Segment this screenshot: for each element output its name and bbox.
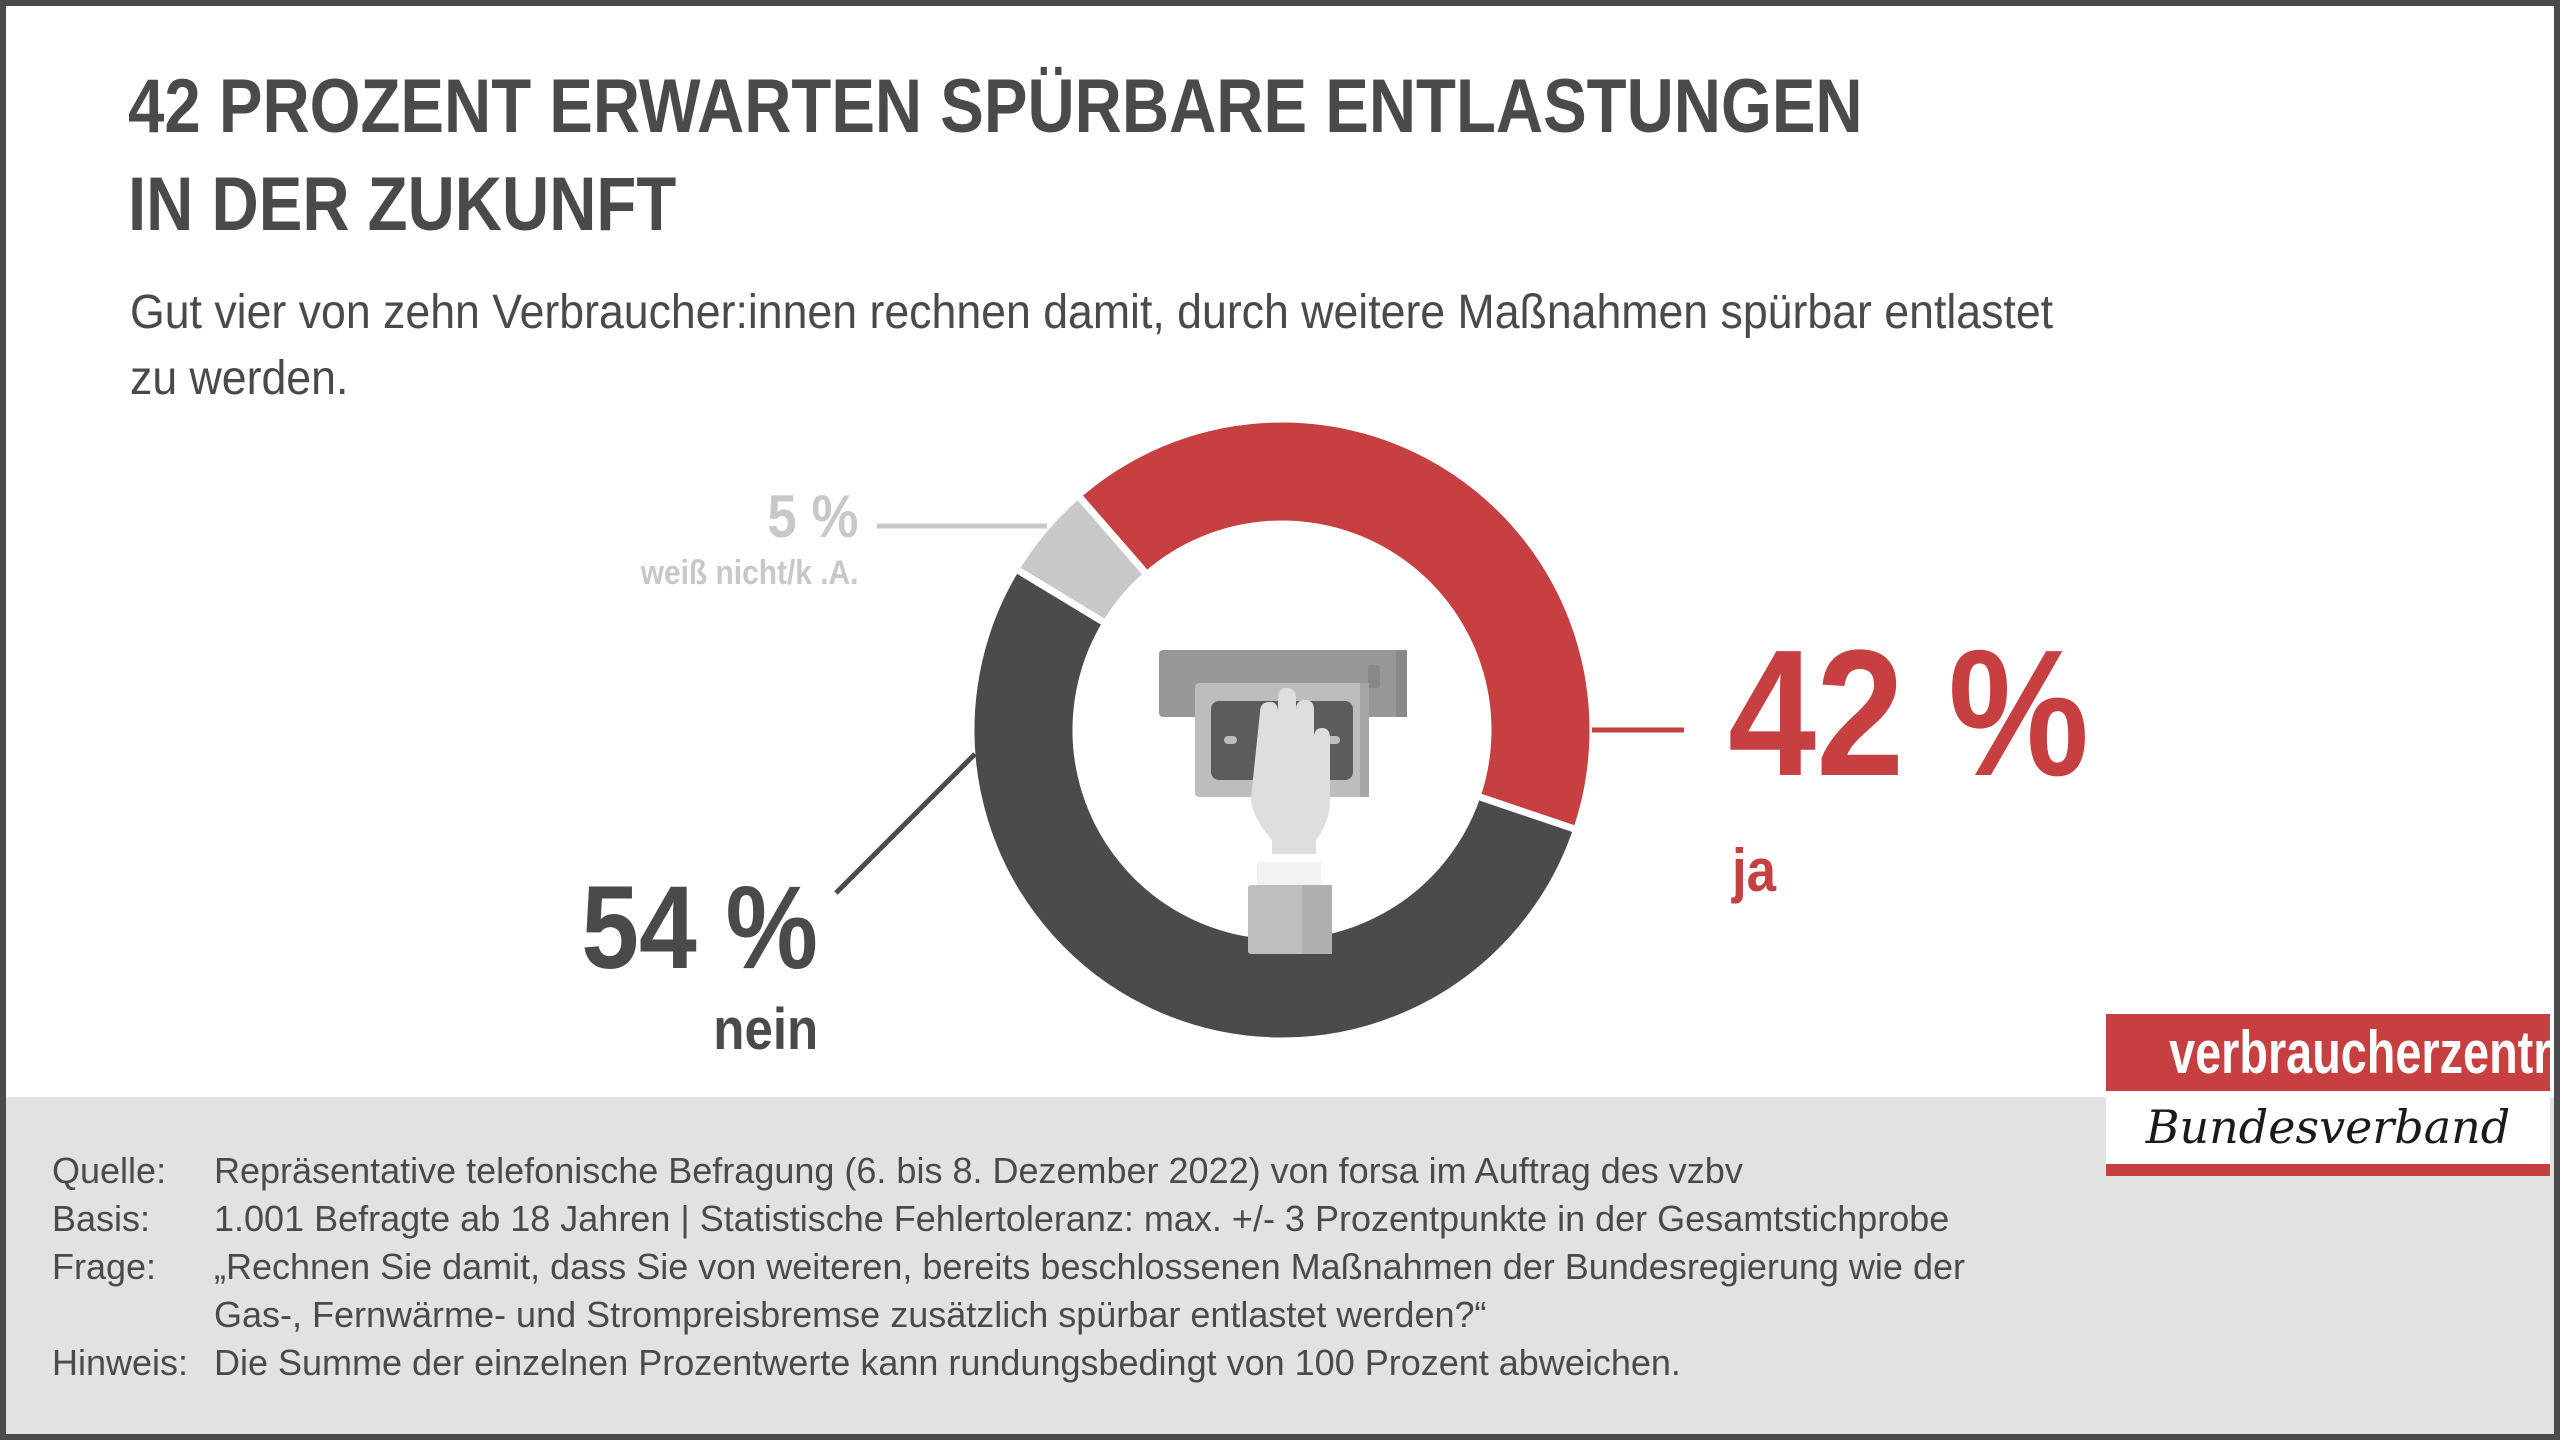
leader-line-nein xyxy=(834,752,977,895)
footer-value: Gas-, Fernwärme- und Strompreisbremse zu… xyxy=(214,1294,1487,1335)
footer-value: Die Summe der einzelnen Prozentwerte kan… xyxy=(214,1342,1681,1383)
donut-slice-0 xyxy=(1073,415,1597,835)
footer-row-note: Hinweis: Die Summe der einzelnen Prozentw… xyxy=(52,1339,1681,1387)
label-ja-name: ja xyxy=(1732,837,1777,904)
label-unknown-name: weiß nicht/k .A. xyxy=(640,554,858,592)
label-ja-value: 42 % xyxy=(1728,613,2090,814)
footer-key: Frage: xyxy=(52,1246,157,1287)
logo-wordmark: verbraucherzentrale xyxy=(2169,1019,2560,1086)
footer-row-question: Frage: „Rechnen Sie damit, dass Sie von w… xyxy=(52,1243,1965,1291)
donut-slice-2 xyxy=(1011,490,1152,629)
footer-value: Repräsentative telefonische Befragung (6… xyxy=(214,1150,1743,1191)
label-nein-name: nein xyxy=(713,997,818,1062)
chart-subtitle: Gut vier von zehn Verbraucher:innen rech… xyxy=(130,286,2054,405)
footer-key: Hinweis: xyxy=(52,1342,189,1383)
logo-bar xyxy=(2106,1164,2550,1176)
title-line-1: 42 PROZENT ERWARTEN SPÜRBARE ENTLASTUNGE… xyxy=(128,64,1863,149)
footer-row-basis: Basis: 1.001 Befragte ab 18 Jahren | Stat… xyxy=(52,1195,1949,1243)
footer-row-source: Quelle: Repräsentative telefonische Befra… xyxy=(52,1147,1743,1195)
footer-row-question-cont: Gas-, Fernwärme- und Strompreisbremse zu… xyxy=(52,1291,1487,1339)
footer-key: Basis: xyxy=(52,1198,151,1239)
atm-hand-cash-icon xyxy=(1159,650,1407,954)
label-nein-value: 54 % xyxy=(581,862,818,994)
title-line-2: IN DER ZUKUNFT xyxy=(128,162,677,247)
footer-value: „Rechnen Sie damit, dass Sie von weitere… xyxy=(214,1246,1965,1287)
label-unknown-value: 5 % xyxy=(767,483,858,550)
logo-script: Bundesverband xyxy=(2106,1091,2550,1164)
vzbv-logo: verbraucherzentrale Bundesverband xyxy=(2106,1014,2560,1176)
chart-title: 42 PROZENT ERWARTEN SPÜRBARE ENTLASTUNGE… xyxy=(128,58,1863,254)
footer-key: Quelle: xyxy=(52,1150,167,1191)
footer-value: 1.001 Befragte ab 18 Jahren | Statistisc… xyxy=(214,1198,1950,1239)
source-footer: Quelle: Repräsentative telefonische Befra… xyxy=(6,1097,2554,1434)
